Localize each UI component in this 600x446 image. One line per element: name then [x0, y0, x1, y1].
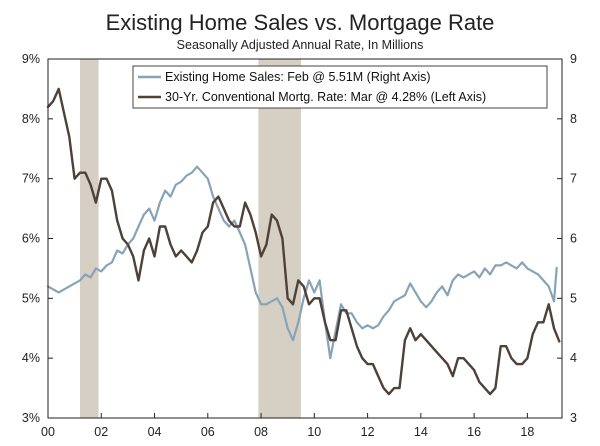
right-axis-tick-label: 6	[570, 232, 577, 246]
x-axis-tick-label: 00	[41, 425, 55, 439]
right-axis-tick-label: 8	[570, 112, 577, 126]
right-axis-tick-label: 7	[570, 172, 577, 186]
left-axis-tick-label: 8%	[22, 112, 40, 126]
x-axis-tick-label: 06	[201, 425, 215, 439]
series-line-home-sales	[46, 165, 558, 360]
x-axis-tick-label: 12	[361, 425, 375, 439]
chart-title: Existing Home Sales vs. Mortgage Rate	[106, 10, 495, 35]
x-axis: 00 02 04 06 08 10 12 14 16 18	[41, 413, 534, 439]
left-axis-tick-label: 9%	[22, 52, 40, 66]
right-axis: 3 4 5 6 7 8 9	[557, 52, 577, 425]
left-axis: 3% 4% 5% 6% 7% 8% 9%	[22, 52, 53, 425]
x-axis-tick-label: 08	[254, 425, 268, 439]
left-axis-tick-label: 6%	[22, 232, 40, 246]
x-axis-tick-label: 14	[414, 425, 428, 439]
left-axis-tick-label: 7%	[22, 172, 40, 186]
right-axis-tick-label: 5	[570, 291, 577, 305]
left-axis-tick-label: 3%	[22, 411, 40, 425]
recession-band-2	[258, 59, 302, 418]
legend-label-mortgage-rate: 30-Yr. Conventional Mortg. Rate: Mar @ 4…	[165, 90, 486, 104]
series-line-mortgage-rate	[46, 87, 561, 396]
x-axis-tick-label: 18	[520, 425, 534, 439]
x-axis-tick-label: 02	[94, 425, 108, 439]
plot-frame	[47, 58, 563, 419]
right-axis-tick-label: 9	[570, 52, 577, 66]
left-axis-tick-label: 4%	[22, 351, 40, 365]
x-axis-tick-label: 10	[307, 425, 321, 439]
x-axis-tick-label: 16	[467, 425, 481, 439]
legend-box	[132, 65, 548, 109]
recession-bands	[79, 59, 302, 418]
right-axis-tick-label: 4	[570, 351, 577, 365]
left-axis-tick-label: 5%	[22, 291, 40, 305]
legend: Existing Home Sales: Feb @ 5.51M (Right …	[132, 65, 548, 109]
legend-label-home-sales: Existing Home Sales: Feb @ 5.51M (Right …	[165, 70, 431, 84]
x-axis-tick-label: 04	[148, 425, 162, 439]
recession-band-1	[79, 59, 99, 418]
series-lines	[46, 87, 561, 396]
right-axis-tick-label: 3	[570, 411, 577, 425]
chart-subtitle: Seasonally Adjusted Annual Rate, In Mill…	[177, 38, 424, 52]
